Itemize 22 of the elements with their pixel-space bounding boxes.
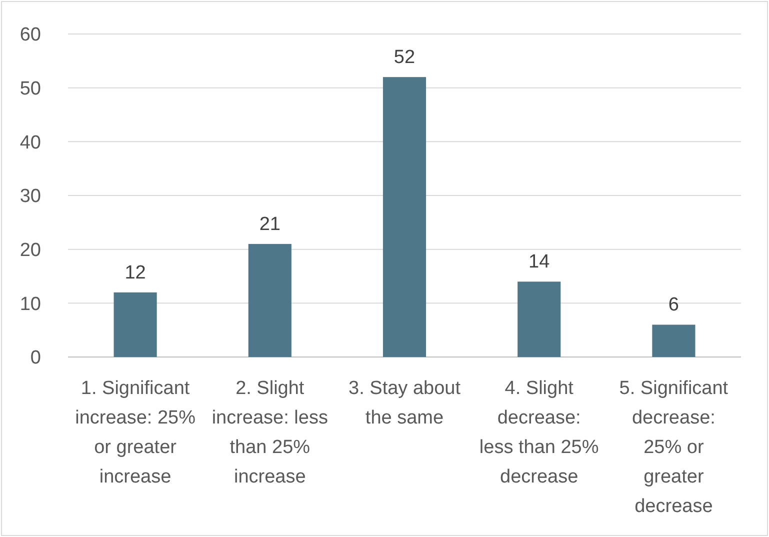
data-label: 21 [259, 214, 280, 235]
bar [382, 77, 426, 357]
data-label: 52 [394, 47, 416, 68]
x-tick-label: 4. Slight decrease: less than 25% decrease [479, 378, 599, 488]
y-tick-label: 0 [30, 348, 41, 369]
x-tick-label: 5. Significant decrease: 25% or greater decrease [619, 378, 729, 517]
x-tick-label: 2. Slight increase: less than 25% increase [212, 378, 328, 488]
bar [652, 324, 696, 357]
y-tick-label: 20 [20, 240, 41, 261]
y-tick-label: 10 [20, 294, 41, 315]
bar [518, 282, 561, 357]
y-tick-label: 50 [20, 78, 41, 100]
y-tick-label: 60 [20, 24, 41, 46]
bar [248, 244, 292, 357]
data-label: 14 [528, 252, 550, 273]
data-label: 6 [668, 294, 679, 316]
x-tick-label: 3. Stay about the same [348, 378, 462, 428]
y-tick-label: 30 [20, 186, 41, 208]
bar [114, 292, 157, 357]
y-tick-label: 40 [20, 132, 41, 154]
x-tick-label: 1. Significant increase: 25% or greater increase [75, 378, 196, 488]
data-label: 12 [124, 262, 146, 284]
